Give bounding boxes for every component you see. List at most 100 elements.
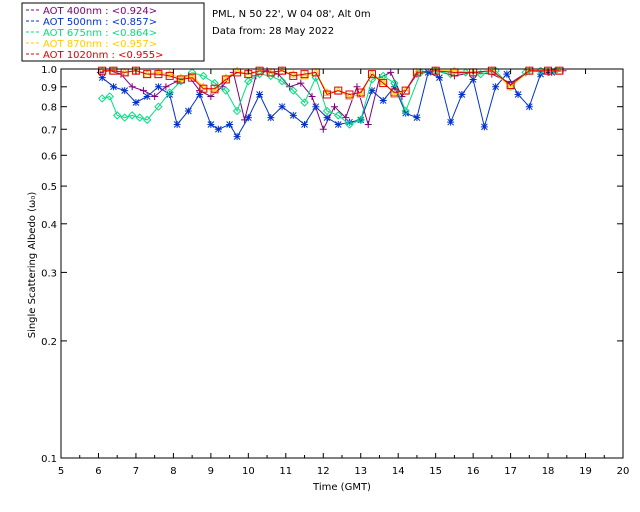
- data-point: [402, 109, 410, 117]
- data-point: [390, 89, 399, 98]
- data-point: [154, 67, 163, 76]
- data-point: [480, 123, 488, 131]
- data-point: [210, 86, 219, 95]
- x-tick-label: 7: [133, 466, 139, 477]
- data-point: [401, 106, 410, 116]
- y-tick-label: 0.1: [41, 454, 57, 465]
- series-line: [101, 71, 552, 138]
- data-point: [255, 66, 264, 75]
- data-point: [221, 86, 231, 95]
- legend-entry: AOT 870nm : <0.957>: [43, 39, 157, 50]
- data-point: [143, 70, 152, 79]
- data-point: [109, 83, 117, 91]
- legend-entry: AOT 1020nm : <0.955>: [43, 50, 163, 61]
- x-tick-label: 10: [242, 466, 255, 477]
- data-point: [544, 66, 553, 75]
- data-point: [297, 79, 305, 87]
- y-tick-label: 1.0: [41, 65, 57, 76]
- data-point: [221, 75, 230, 84]
- y-tick-label: 0.5: [41, 182, 57, 193]
- data-point: [142, 115, 152, 125]
- x-axis-title: Time (GMT): [312, 482, 371, 493]
- data-point: [424, 68, 432, 76]
- data-point: [277, 66, 287, 75]
- data-point: [221, 73, 231, 82]
- data-point: [214, 125, 222, 133]
- data-point: [334, 120, 342, 128]
- data-point: [278, 103, 286, 111]
- data-point: [323, 114, 331, 122]
- data-point: [151, 92, 159, 100]
- data-point: [331, 103, 339, 111]
- x-tick-label: 11: [279, 466, 292, 477]
- x-tick-label: 14: [392, 466, 405, 477]
- data-point: [319, 125, 327, 133]
- data-point: [199, 71, 208, 81]
- y-tick-label: 0.9: [41, 83, 57, 94]
- data-point: [176, 75, 185, 84]
- data-point: [188, 73, 197, 82]
- data-point: [165, 88, 174, 97]
- data-point: [364, 120, 372, 128]
- y-tick-label: 0.7: [41, 125, 57, 136]
- data-point: [173, 120, 181, 128]
- data-point: [356, 115, 365, 125]
- x-tick-label: 6: [95, 466, 101, 477]
- data-point: [176, 77, 186, 86]
- y-tick-label: 0.8: [41, 103, 57, 114]
- x-tick-label: 8: [170, 466, 176, 477]
- y-tick-label: 0.2: [41, 337, 57, 348]
- plot-frame: [60, 68, 624, 459]
- data-point: [301, 120, 309, 128]
- data-point: [187, 71, 197, 80]
- data-point: [333, 86, 343, 95]
- data-point: [342, 114, 350, 122]
- legend-box: [21, 2, 205, 62]
- data-point: [487, 66, 496, 75]
- data-point: [506, 80, 515, 89]
- legend-entry: AOT 675nm : <0.864>: [43, 28, 157, 39]
- series-layer: [96, 66, 567, 141]
- data-point: [446, 69, 455, 79]
- data-point: [300, 98, 309, 107]
- data-point: [286, 83, 294, 91]
- data-point: [154, 70, 163, 79]
- data-point: [244, 77, 253, 86]
- x-tick-label: 17: [504, 466, 517, 477]
- data-point: [503, 70, 511, 78]
- data-point: [514, 90, 522, 98]
- data-point: [255, 66, 264, 75]
- data-point: [458, 90, 466, 98]
- site-info: PML, N 50 22', W 04 08', Alt 0m: [212, 9, 371, 20]
- data-point: [379, 96, 387, 104]
- date-info: Data from: 28 May 2022: [212, 26, 334, 37]
- legend: AOT 400nm : <0.924>AOT 500nm : <0.857>AO…: [21, 2, 205, 62]
- data-point: [312, 103, 320, 111]
- legend-entry: AOT 400nm : <0.924>: [43, 6, 157, 17]
- data-point: [266, 71, 276, 81]
- data-point: [165, 71, 174, 80]
- data-point: [300, 70, 309, 79]
- data-point: [176, 73, 186, 82]
- x-tick-label: 19: [579, 466, 592, 477]
- data-point: [109, 66, 118, 75]
- data-point: [525, 103, 533, 111]
- data-point: [277, 77, 287, 86]
- data-point: [196, 90, 204, 98]
- data-point: [184, 107, 192, 115]
- data-point: [322, 87, 332, 97]
- data-point: [154, 102, 163, 111]
- data-point: [506, 82, 515, 91]
- data-point: [401, 86, 411, 95]
- data-point: [401, 86, 410, 95]
- data-point: [345, 90, 354, 99]
- axes: 5 6 7 8 9 10 11 12 13 14 15 16 17 18 19 20 0.1 0.2 0.3 0.4 0…: [41, 65, 629, 477]
- data-point: [476, 69, 485, 79]
- data-point: [127, 111, 137, 120]
- x-tick-label: 15: [429, 466, 442, 477]
- data-point: [289, 71, 298, 80]
- x-tick-label: 9: [208, 466, 214, 477]
- data-point: [128, 83, 136, 91]
- x-tick-label: 13: [354, 466, 367, 477]
- data-point: [226, 120, 234, 128]
